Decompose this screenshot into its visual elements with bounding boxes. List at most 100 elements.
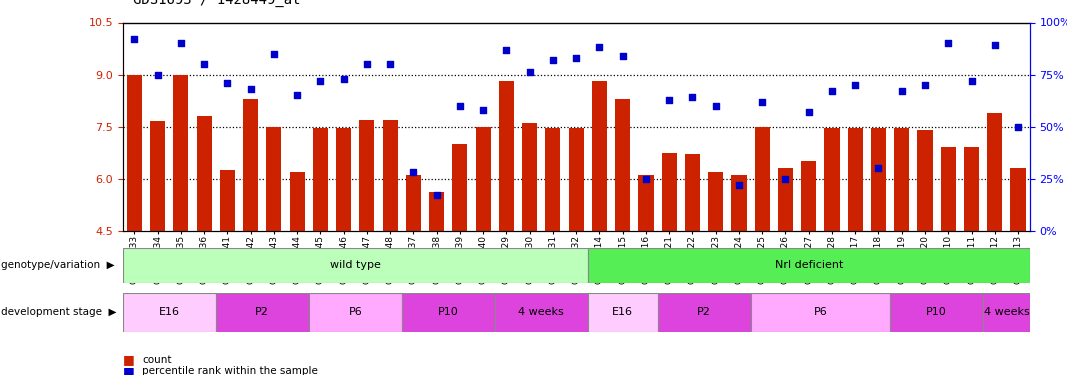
Bar <box>402 292 495 332</box>
Point <box>870 165 887 171</box>
Bar <box>750 292 890 332</box>
Text: 4 weeks: 4 weeks <box>984 307 1030 317</box>
Bar <box>588 292 657 332</box>
Bar <box>685 154 700 231</box>
Point <box>475 107 492 113</box>
Text: count: count <box>142 355 172 365</box>
Bar <box>127 75 142 231</box>
Point <box>777 176 794 181</box>
Text: P10: P10 <box>926 307 947 317</box>
Point <box>847 82 864 88</box>
Point <box>126 36 143 42</box>
Point <box>917 82 934 88</box>
Point <box>288 92 305 98</box>
Bar <box>616 99 631 231</box>
Point <box>800 109 817 115</box>
Bar <box>499 81 514 231</box>
Point <box>428 192 445 198</box>
Bar <box>383 120 398 231</box>
Bar <box>592 81 607 231</box>
Point <box>615 53 632 59</box>
Point <box>753 99 770 105</box>
Text: P2: P2 <box>697 307 711 317</box>
Bar <box>495 292 588 332</box>
Text: Nrl deficient: Nrl deficient <box>775 260 843 270</box>
Bar <box>267 127 282 231</box>
Point <box>986 42 1003 48</box>
Point <box>660 96 678 102</box>
Text: P6: P6 <box>813 307 827 317</box>
Bar <box>545 128 560 231</box>
Point <box>684 94 701 100</box>
Point <box>1009 124 1026 130</box>
Bar <box>569 128 584 231</box>
Bar <box>360 120 375 231</box>
Text: E16: E16 <box>612 307 633 317</box>
Bar <box>1010 168 1025 231</box>
Bar <box>123 292 216 332</box>
Bar <box>476 127 491 231</box>
Point <box>382 61 399 67</box>
Point <box>172 40 189 46</box>
Bar <box>662 153 676 231</box>
Bar <box>657 292 750 332</box>
Bar <box>173 75 189 231</box>
Bar <box>638 175 653 231</box>
Bar <box>964 147 980 231</box>
Point <box>219 80 236 86</box>
Bar <box>754 127 769 231</box>
Bar <box>308 292 402 332</box>
Bar <box>801 161 816 231</box>
Bar <box>429 192 444 231</box>
Text: genotype/variation  ▶: genotype/variation ▶ <box>1 260 114 270</box>
Text: wild type: wild type <box>330 260 381 270</box>
Bar <box>941 147 956 231</box>
Bar <box>313 128 328 231</box>
Bar <box>289 172 305 231</box>
Point <box>359 61 376 67</box>
Point <box>149 72 166 78</box>
Point <box>824 88 841 94</box>
Bar <box>123 248 588 283</box>
Point <box>242 86 259 92</box>
Point <box>568 55 585 61</box>
Bar <box>220 170 235 231</box>
Point <box>195 61 212 67</box>
Point <box>964 78 981 84</box>
Bar <box>894 128 909 231</box>
Point <box>451 103 468 109</box>
Point <box>335 76 352 82</box>
Point <box>731 182 748 188</box>
Bar <box>987 112 1002 231</box>
Point <box>940 40 957 46</box>
Bar <box>243 99 258 231</box>
Point <box>591 45 608 51</box>
Point <box>266 51 283 57</box>
Bar <box>452 144 467 231</box>
Bar <box>150 122 165 231</box>
Text: E16: E16 <box>159 307 179 317</box>
Bar <box>216 292 308 332</box>
Point <box>498 46 515 53</box>
Bar <box>871 128 886 231</box>
Bar <box>847 128 863 231</box>
Text: P6: P6 <box>349 307 362 317</box>
Bar <box>588 248 1030 283</box>
Text: ■: ■ <box>123 365 134 375</box>
Point <box>637 176 654 181</box>
Bar <box>918 130 933 231</box>
Text: P10: P10 <box>437 307 459 317</box>
Text: development stage  ▶: development stage ▶ <box>1 307 116 317</box>
Bar <box>825 128 840 231</box>
Bar <box>196 116 211 231</box>
Bar <box>708 172 723 231</box>
Point <box>312 78 329 84</box>
Text: P2: P2 <box>255 307 269 317</box>
Point <box>521 69 538 75</box>
Text: 4 weeks: 4 weeks <box>519 307 564 317</box>
Point <box>707 103 724 109</box>
Bar <box>890 292 983 332</box>
Text: percentile rank within the sample: percentile rank within the sample <box>142 366 318 375</box>
Point <box>544 57 561 63</box>
Bar <box>405 175 421 231</box>
